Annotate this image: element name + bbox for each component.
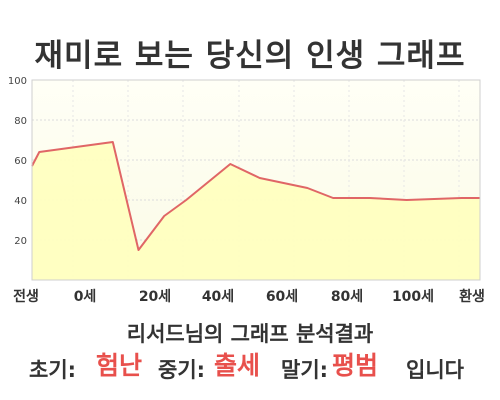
series-line xyxy=(31,141,480,251)
y-tick-label: 100 xyxy=(8,76,27,87)
x-category-label: 20세 xyxy=(139,289,171,305)
middle-stage-value: 출세 xyxy=(214,351,261,380)
analysis-result: 초기: 험난 중기: 출세 말기: 평범 입니다 xyxy=(0,346,500,382)
series-area xyxy=(32,142,480,280)
x-category-label: 60세 xyxy=(266,289,298,305)
x-category-label: 40세 xyxy=(202,289,234,305)
page-title: 재미로 보는 당신의 인생 그래프 xyxy=(34,38,466,74)
x-category-label: 전생 xyxy=(13,288,39,305)
y-tick-label: 20 xyxy=(14,236,27,247)
analysis-heading: 리서드님의 그래프 분석결과 xyxy=(126,322,374,346)
x-category-label: 100세 xyxy=(392,289,434,305)
x-category-label: 80세 xyxy=(331,289,363,305)
y-tick-label: 60 xyxy=(14,156,27,167)
early-stage-label: 초기: xyxy=(29,358,77,382)
late-stage-value: 평범 xyxy=(332,351,379,380)
y-tick-label: 40 xyxy=(14,196,27,207)
result-ending: 입니다 xyxy=(406,358,464,382)
early-stage-value: 험난 xyxy=(96,351,143,380)
x-category-label: 환생 xyxy=(459,288,485,305)
x-category-label: 0세 xyxy=(74,289,97,305)
late-stage-label: 말기: xyxy=(281,358,329,382)
plot-border xyxy=(31,79,481,281)
y-tick-label: 80 xyxy=(14,116,27,127)
middle-stage-label: 중기: xyxy=(158,358,206,382)
